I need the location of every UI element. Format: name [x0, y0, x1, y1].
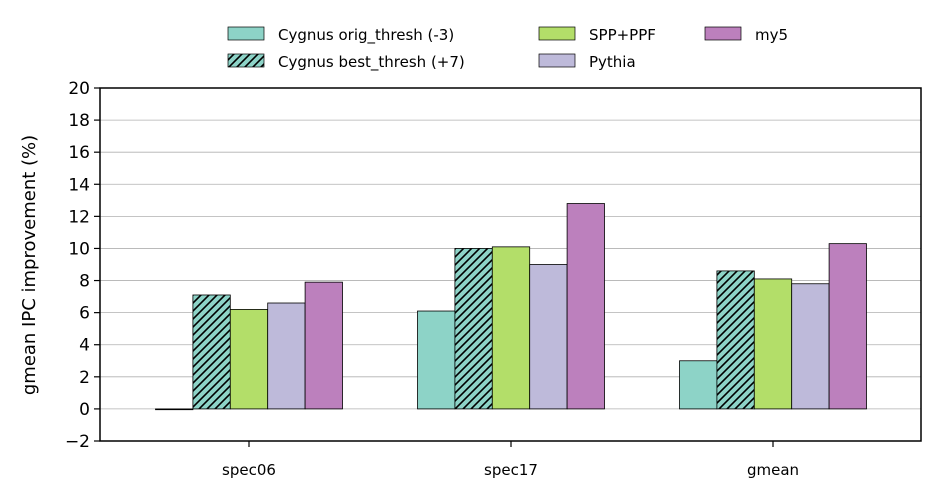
bar-spec17-1	[417, 310, 456, 410]
legend-swatch	[538, 26, 576, 41]
y-tick-label: −2	[65, 432, 90, 452]
legend-label: my5	[755, 26, 788, 44]
legend-label: Pythia	[589, 53, 636, 71]
y-tick-label: 8	[79, 272, 90, 292]
bar-spec06-1	[155, 408, 194, 411]
legend-swatch	[704, 26, 742, 41]
bar-spec17-5	[566, 203, 605, 410]
y-tick-label: 2	[79, 368, 90, 388]
legend-swatch	[227, 53, 265, 68]
bar-gmean-1	[679, 360, 718, 410]
y-tick-label: 0	[79, 400, 90, 420]
bar-spec17-2	[454, 248, 493, 410]
legend-label: SPP+PPF	[589, 26, 656, 44]
y-axis-title: gmean IPC improvement (%)	[19, 135, 40, 395]
y-tick-label: 4	[79, 336, 90, 356]
bar-spec06-2	[192, 294, 231, 410]
bars	[155, 203, 867, 411]
bar-spec06-5	[304, 281, 343, 410]
bar-spec06-3	[229, 309, 269, 410]
y-axis: −2 0 2 4 6 8 10 12 14 16 18 20	[65, 79, 100, 452]
legend: Cygnus orig_thresh (-3) Cygnus best_thres…	[227, 26, 788, 72]
y-tick-label: 6	[79, 304, 90, 324]
legend-swatch	[538, 53, 576, 68]
bar-gmean-5	[828, 243, 867, 410]
bar-spec17-3	[491, 246, 531, 410]
bar-gmean-4	[791, 283, 830, 410]
y-tick-label: 10	[68, 239, 90, 259]
x-axis: spec06 spec17 gmean	[222, 441, 799, 479]
y-tick-label: 12	[68, 207, 90, 227]
legend-swatch	[227, 26, 265, 41]
x-tick-label: spec06	[222, 461, 276, 479]
x-tick-label: spec17	[484, 461, 538, 479]
x-tick-label: gmean	[747, 461, 799, 479]
bar-gmean-2	[716, 270, 755, 410]
bar-spec06-4	[267, 302, 306, 410]
y-tick-label: 20	[68, 79, 90, 99]
y-tick-label: 18	[68, 111, 90, 131]
y-tick-label: 14	[68, 175, 90, 195]
legend-label: Cygnus orig_thresh (-3)	[278, 26, 454, 45]
y-tick-label: 16	[68, 143, 90, 163]
bar-gmean-3	[753, 278, 793, 410]
bar-spec17-4	[529, 264, 568, 410]
legend-label: Cygnus best_thresh (+7)	[278, 53, 465, 72]
